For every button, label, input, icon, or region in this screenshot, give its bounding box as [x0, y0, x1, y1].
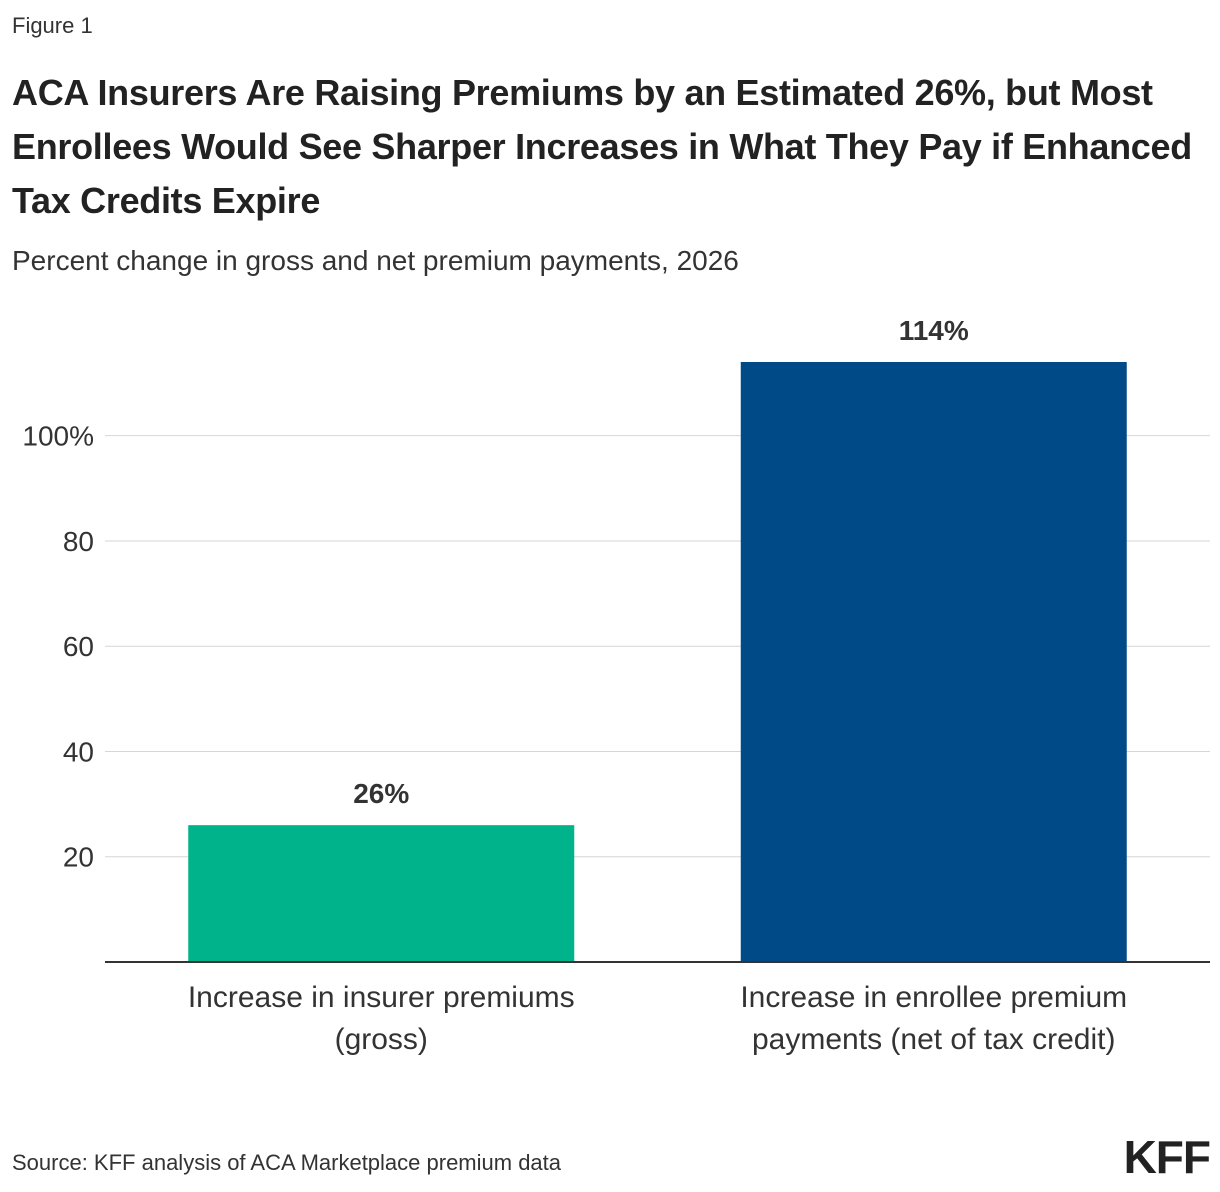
y-tick-label: 80 [63, 526, 94, 557]
bar [740, 362, 1127, 962]
kff-logo: KFF [1123, 1131, 1211, 1183]
bar [188, 825, 575, 962]
source-note: Source: KFF analysis of ACA Marketplace … [12, 1150, 562, 1175]
y-tick-label: 40 [63, 736, 94, 767]
data-label: 26% [353, 778, 409, 809]
bar-chart: 20 40 60 80 100% 26% Increase in insurer premi… [22, 315, 1210, 1056]
chart-title: ACA Insurers Are Raising Premiums by an … [12, 72, 1192, 221]
figure-label: Figure 1 [12, 13, 93, 38]
x-category-label: Increase in insurer premiums [188, 981, 575, 1014]
data-label: 114% [899, 315, 969, 346]
chart-subtitle: Percent change in gross and net premium … [12, 245, 739, 276]
x-category-label: payments (net of tax credit) [752, 1023, 1116, 1056]
x-category-label: Increase in enrollee premium [740, 981, 1127, 1014]
y-tick-label: 20 [63, 842, 94, 873]
y-tick-label: 100% [22, 421, 94, 452]
y-tick-label: 60 [63, 631, 94, 662]
x-category-label: (gross) [335, 1023, 428, 1056]
